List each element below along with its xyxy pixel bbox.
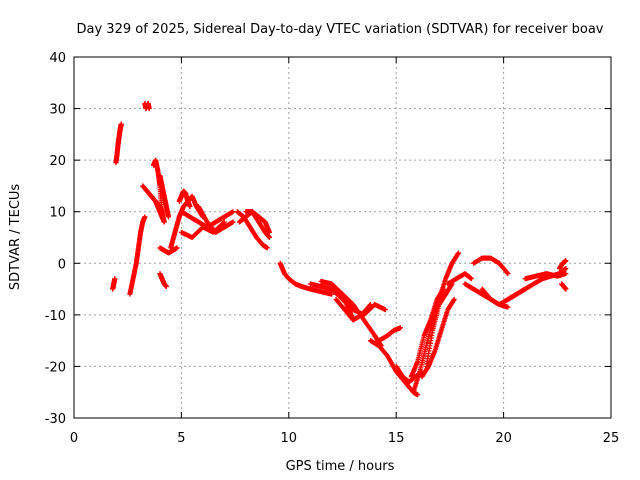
x-tick-label: 20 [495, 431, 512, 446]
data-point [504, 270, 510, 276]
data-point [367, 302, 373, 308]
data-points [110, 100, 569, 398]
data-point [264, 245, 270, 251]
y-axis-label: SDTVAR / TECUs [8, 184, 23, 291]
data-point [166, 214, 172, 220]
data-point [112, 276, 118, 282]
data-point [563, 258, 569, 264]
y-tick-label: -10 [45, 309, 66, 324]
data-point [230, 219, 236, 225]
y-tick-labels: -30 -20 -10 0 10 20 30 40 [45, 51, 66, 427]
data-point [382, 307, 388, 313]
series-arc-12 [176, 188, 193, 210]
series-arc-35 [505, 265, 569, 302]
plot-frame [73, 56, 612, 419]
y-tick-label: 40 [49, 51, 66, 66]
series-arc-08 [153, 198, 167, 225]
y-tick-label: 10 [49, 206, 66, 221]
series-arc-25 [376, 325, 403, 344]
data-point [563, 271, 569, 277]
y-tick-label: 30 [49, 103, 66, 118]
data-point [440, 286, 446, 292]
data-point [505, 304, 511, 310]
y-tick-label: -20 [45, 360, 66, 375]
data-point [329, 291, 335, 297]
series-arc-28 [408, 286, 446, 380]
data-point [161, 219, 167, 225]
data-point [146, 106, 152, 112]
data-point [397, 325, 403, 331]
x-tick-label: 5 [177, 431, 185, 446]
chart-title: Day 329 of 2025, Sidereal Day-to-day VTE… [77, 22, 604, 37]
x-axis-label: GPS time / hours [286, 459, 395, 474]
series-arc-24 [367, 338, 421, 398]
series-arc-33 [471, 255, 511, 277]
data-point [118, 121, 124, 127]
series-arc-16 [234, 209, 270, 251]
series-arc-29 [419, 296, 457, 380]
y-tick-label: 20 [49, 154, 66, 169]
data-point [187, 204, 193, 210]
x-tick-label: 10 [281, 431, 298, 446]
data-point [367, 302, 373, 308]
series-arc-19 [277, 260, 335, 297]
x-tick-label: 15 [388, 431, 405, 446]
data-point [451, 296, 457, 302]
series-arc-15 [196, 204, 236, 235]
data-point [230, 209, 236, 215]
y-tick-label: 0 [58, 257, 66, 272]
data-point [468, 276, 474, 282]
data-point [142, 214, 148, 220]
series-arc-36 [522, 271, 569, 282]
data-point [415, 392, 421, 398]
data-point [221, 219, 227, 225]
series-arc-01 [110, 276, 118, 292]
data-point [266, 235, 272, 240]
series-arc-18 [243, 209, 272, 240]
x-tick-labels: 0 5 10 15 20 25 [70, 431, 619, 446]
data-point [505, 271, 511, 277]
series-arc-31 [445, 271, 474, 287]
data-point [221, 220, 227, 226]
series-arc-09 [157, 271, 169, 289]
series-arc-23 [333, 296, 373, 323]
data-point [455, 250, 461, 256]
grid-lines [74, 57, 611, 418]
x-tick-label: 0 [70, 431, 78, 446]
series-arc-10 [157, 245, 180, 256]
y-tick-label: -30 [45, 412, 66, 427]
data-point [163, 283, 169, 289]
axis-ticks [73, 56, 612, 419]
data-point [174, 245, 180, 251]
data-point [563, 286, 569, 292]
series-arc-37 [559, 281, 569, 292]
x-tick-label: 25 [603, 431, 620, 446]
series-arc-03 [127, 214, 148, 297]
series-arc-07 [157, 173, 172, 220]
series-arc-38 [556, 258, 569, 271]
data-point [563, 265, 569, 271]
series-arc-04 [142, 100, 152, 112]
series-arc-02 [113, 121, 124, 166]
